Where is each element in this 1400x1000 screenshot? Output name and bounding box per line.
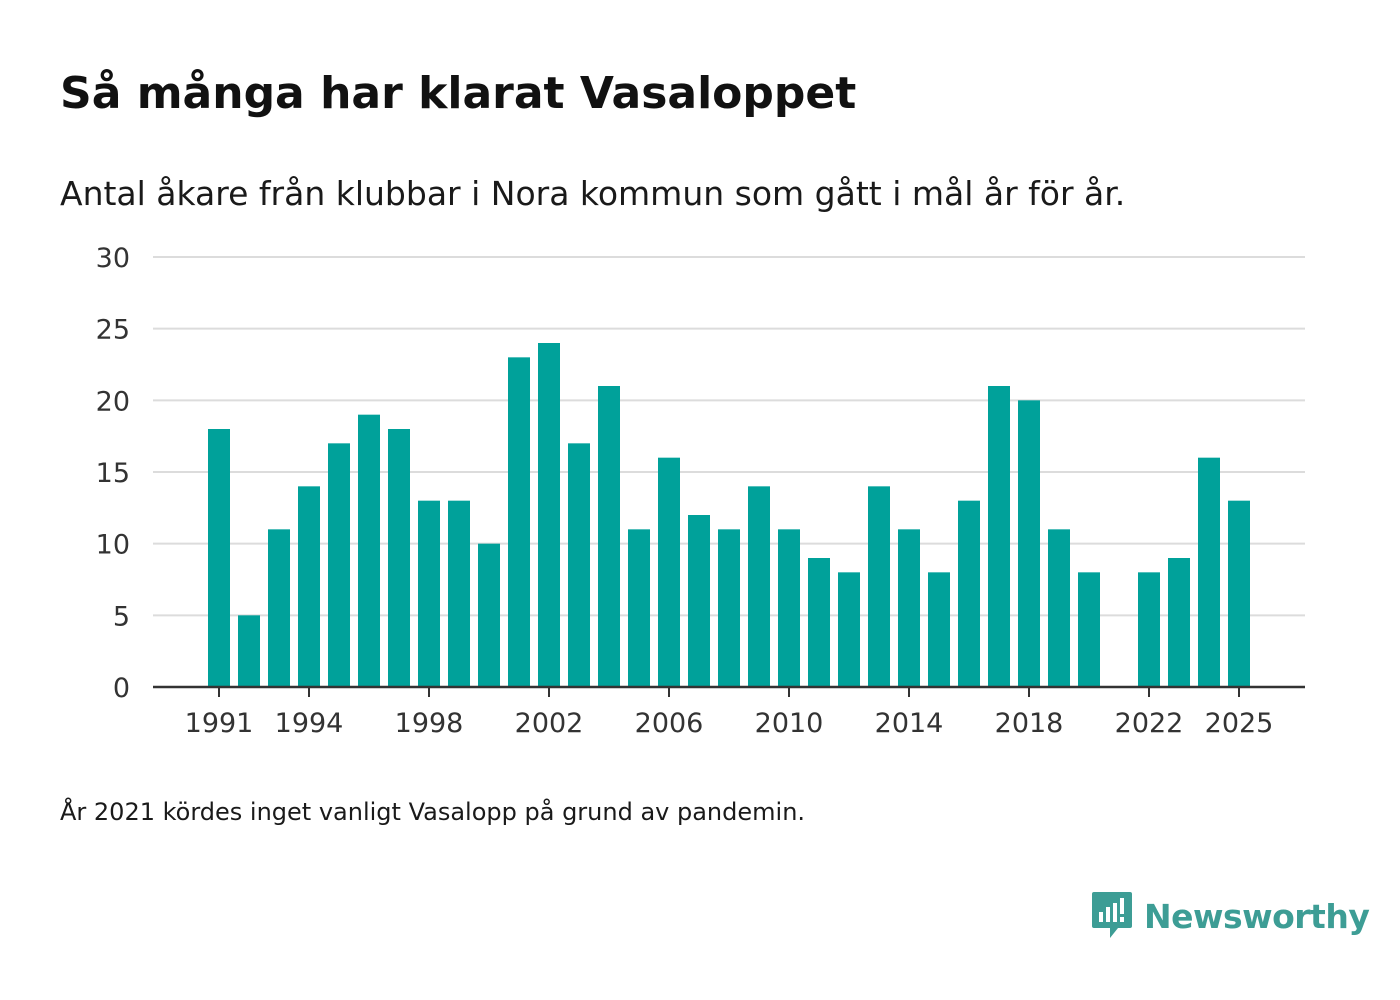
bar-2022: [1138, 572, 1160, 687]
bar-1997: [388, 429, 410, 687]
bar-1991: [208, 429, 230, 687]
bar-2000: [478, 543, 500, 687]
bar-2015: [928, 572, 950, 687]
bar-2007: [688, 515, 710, 687]
bar-1994: [298, 486, 320, 687]
bar-2004: [598, 386, 620, 687]
y-tick-label-20: 20: [96, 386, 130, 417]
bar-1995: [328, 443, 350, 687]
bar-2018: [1018, 400, 1040, 687]
x-tick-label-2010: 2010: [755, 708, 824, 739]
bar-2014: [898, 529, 920, 687]
x-tick-label-2022: 2022: [1115, 708, 1184, 739]
y-tick-label-0: 0: [113, 673, 130, 704]
bar-2020: [1078, 572, 1100, 687]
x-tick-label-2018: 2018: [995, 708, 1064, 739]
bar-1996: [358, 414, 380, 687]
bar-2009: [748, 486, 770, 687]
bar-2003: [568, 443, 590, 687]
bar-2019: [1048, 529, 1070, 687]
bar-2012: [838, 572, 860, 687]
bar-2011: [808, 558, 830, 687]
bar-2013: [868, 486, 890, 687]
bar-2016: [958, 500, 980, 687]
bar-2010: [778, 529, 800, 687]
bar-2001: [508, 357, 530, 687]
bar-2005: [628, 529, 650, 687]
y-tick-label-15: 15: [96, 458, 130, 489]
x-tick-label-2002: 2002: [515, 708, 584, 739]
x-tick-label-1994: 1994: [275, 708, 344, 739]
bar-2024: [1198, 457, 1220, 687]
bar-1998: [418, 500, 440, 687]
y-tick-label-5: 5: [113, 601, 130, 632]
x-tick-label-1991: 1991: [185, 708, 254, 739]
bar-1999: [448, 500, 470, 687]
y-tick-label-10: 10: [96, 530, 130, 561]
chart-footnote: År 2021 kördes inget vanligt Vasalopp på…: [60, 798, 806, 826]
bar-2017: [988, 386, 1010, 687]
x-tick-label-2025: 2025: [1205, 708, 1274, 739]
bar-1993: [268, 529, 290, 687]
bar-2006: [658, 457, 680, 687]
bar-2008: [718, 529, 740, 687]
bar-2025: [1228, 500, 1250, 687]
bar-1992: [238, 615, 260, 687]
x-tick-label-1998: 1998: [395, 708, 464, 739]
chart-subtitle: Antal åkare från klubbar i Nora kommun s…: [60, 174, 1126, 213]
y-tick-label-25: 25: [96, 315, 130, 346]
newsworthy-logo-icon: [1092, 892, 1132, 938]
y-tick-label-30: 30: [96, 243, 130, 274]
chart-title: Så många har klarat Vasaloppet: [60, 68, 857, 119]
x-tick-label-2006: 2006: [635, 708, 704, 739]
newsworthy-logo-text: Newsworthy: [1144, 896, 1370, 936]
bar-2002: [538, 343, 560, 687]
bar-2023: [1168, 558, 1190, 687]
newsworthy-logo: Newsworthy: [1090, 890, 1370, 942]
x-tick-label-2014: 2014: [875, 708, 944, 739]
